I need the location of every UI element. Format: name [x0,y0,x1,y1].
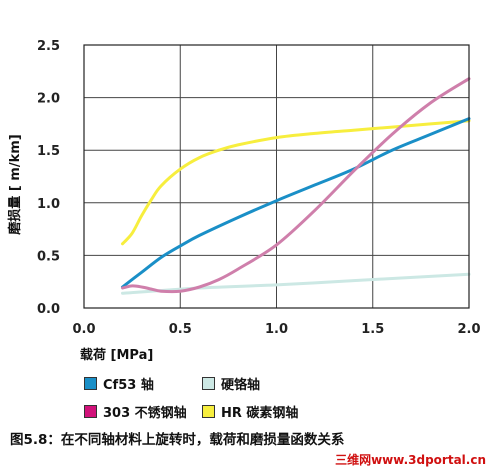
y-tick-label: 0.5 [37,249,60,264]
y-tick-label: 2.0 [37,92,60,107]
x-tick-label: 0.5 [169,322,192,337]
y-tick-label: 0.0 [37,302,60,317]
x-tick-label: 1.5 [361,322,384,337]
legend-item-303-stainless: 303 不锈钢轴 [84,402,187,421]
legend-item-cf53: Cf53 轴 [84,374,154,393]
legend-item-hr-carbon: HR 碳素钢轴 [202,402,299,421]
figure-caption: 图5.8：在不同轴材料上旋转时，载荷和磨损量函数关系 [10,432,345,448]
x-tick-label: 1.0 [265,322,288,337]
x-tick-label: 0.0 [72,322,95,337]
wear-chart: 0.0 0.5 1.0 1.5 2.0 0.0 0.5 1.0 1.5 2.0 2.5 载荷 [M… [7,39,481,363]
legend: Cf53 轴 硬铬轴 303 不锈钢轴 HR 碳素钢轴 [84,374,384,424]
plot-frame [83,44,470,309]
legend-swatch-hr-carbon [202,404,215,418]
legend-label-cf53: Cf53 轴 [103,377,154,393]
y-axis-label: 磨损量 [ m/km] [7,134,23,234]
legend-label-hard-chrome: 硬铬轴 [221,377,261,393]
series-line-303-stainless [121,77,471,294]
legend-label-303-stainless: 303 不锈钢轴 [103,405,187,421]
x-tick-label: 2.0 [457,322,480,337]
legend-item-hard-chrome: 硬铬轴 [202,374,261,393]
watermark: 三维网www.3dportal.cn [335,453,486,467]
series-line-hr-carbon [121,119,471,246]
legend-swatch-cf53 [84,376,97,390]
x-tick-labels: 0.0 0.5 1.0 1.5 2.0 [72,322,480,337]
x-axis-label: 载荷 [MPa] [80,347,153,363]
grid-lines [84,45,469,308]
series-line-cf53 [121,117,471,289]
legend-swatch-303-stainless [84,404,97,418]
series-group [121,77,471,295]
y-tick-label: 1.0 [37,197,60,212]
legend-label-hr-carbon: HR 碳素钢轴 [221,405,299,421]
legend-swatch-hard-chrome [202,376,215,390]
y-tick-label: 1.5 [37,144,60,159]
y-tick-label: 2.5 [37,39,60,54]
y-tick-labels: 0.0 0.5 1.0 1.5 2.0 2.5 [37,39,60,317]
